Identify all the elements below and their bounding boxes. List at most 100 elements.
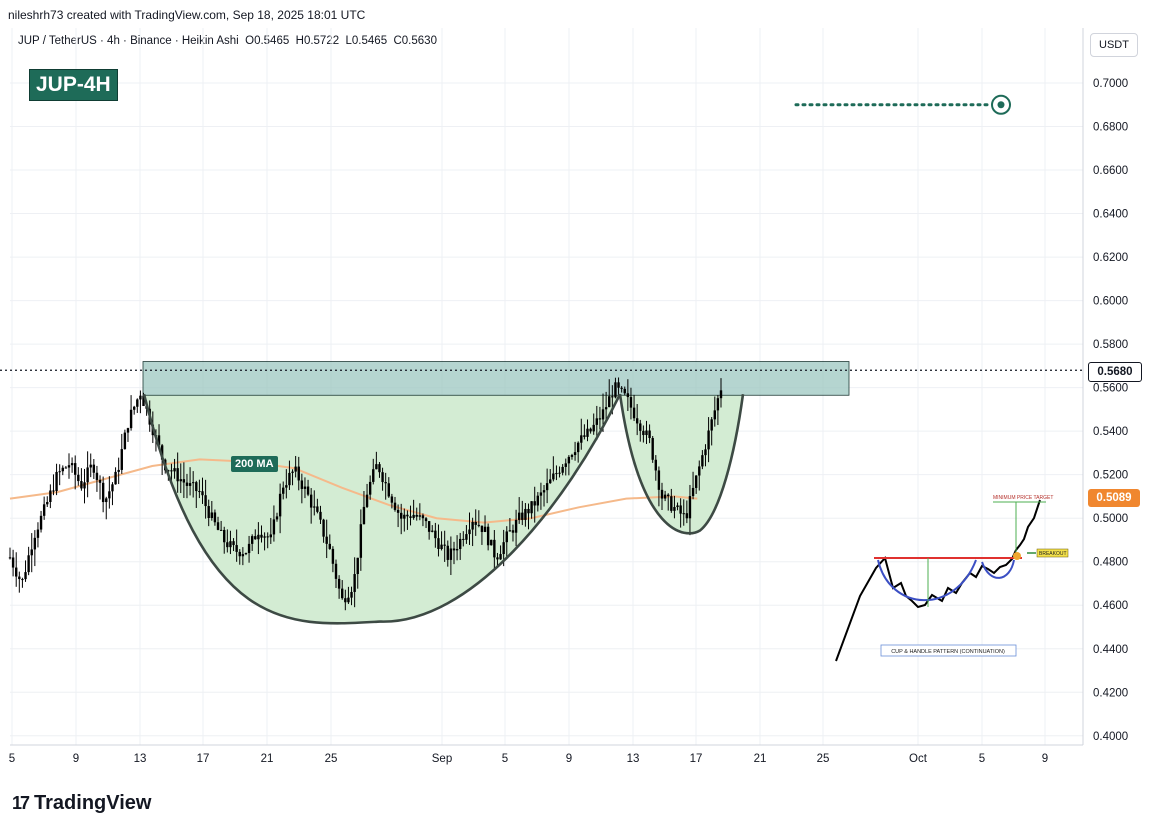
candle-body (592, 424, 595, 432)
candle-body (257, 534, 260, 540)
candle-body (427, 521, 431, 532)
candle-body (126, 428, 130, 433)
y-tick-label-9: 0.5200 (1093, 470, 1128, 482)
candle-body (260, 534, 263, 538)
candle-body (356, 557, 359, 575)
candle-body (400, 512, 403, 519)
x-tick-label-15: 9 (1042, 753, 1048, 765)
candle-body (254, 536, 257, 540)
candle-body (698, 466, 701, 476)
candle-body (667, 494, 670, 497)
candle-body (344, 598, 347, 603)
candle-body (514, 519, 518, 533)
candle-body (139, 395, 142, 400)
tradingview-logo-icon: 17 (12, 793, 30, 813)
candle-body (533, 501, 536, 506)
y-tick-label-0: 0.7000 (1093, 78, 1128, 90)
candle-body (229, 541, 232, 548)
candle-body (524, 508, 527, 520)
tradingview-logo[interactable]: 17 TradingView (12, 792, 151, 815)
candle-body (490, 539, 493, 546)
candle-body (170, 470, 173, 472)
candle-body (552, 473, 555, 480)
tradingview-logo-text: TradingView (34, 792, 152, 814)
chart-grid (10, 28, 1083, 745)
ma-200-label: 200 MA (231, 456, 278, 472)
candle-body (393, 502, 397, 510)
y-tick-label-8: 0.5400 (1093, 426, 1128, 438)
candle-body (421, 515, 425, 519)
candle-body (580, 435, 583, 443)
candle-body (707, 430, 710, 450)
candle-body (226, 542, 229, 548)
y-tick-label-4: 0.6200 (1093, 252, 1128, 264)
candle-body (269, 534, 273, 538)
candle-body (98, 479, 102, 483)
ma-price-tag: 0.5089 (1088, 489, 1140, 507)
y-tick-label-15: 0.4000 (1093, 731, 1128, 743)
candle-body (89, 464, 92, 468)
candle-body (306, 486, 310, 495)
candle-body (313, 506, 316, 508)
candle-body (136, 399, 139, 407)
candle-body (247, 543, 251, 554)
currency-selector-button[interactable]: USDT (1090, 33, 1138, 57)
candle-body (67, 465, 71, 468)
candle-body (635, 418, 639, 424)
candle-body (663, 494, 667, 499)
candle-body (465, 534, 468, 540)
candle-body (70, 463, 74, 466)
candle-body (496, 557, 499, 560)
candle-body (480, 525, 484, 532)
x-tick-label-12: 25 (817, 753, 830, 765)
x-tick-label-7: 5 (502, 753, 508, 765)
candle-body (598, 418, 602, 420)
candle-body (701, 455, 704, 467)
candle-body (80, 481, 83, 489)
candle-body (555, 473, 558, 475)
candle-body (291, 471, 294, 473)
candle-body (679, 505, 682, 514)
candle-body (27, 555, 30, 573)
pair-timeframe-badge: JUP-4H (29, 69, 118, 101)
candle-body (120, 449, 123, 470)
candle-body (278, 493, 282, 517)
candle-body (539, 492, 543, 496)
candle-body (415, 514, 418, 517)
y-tick-label-12: 0.4600 (1093, 600, 1128, 612)
candle-body (387, 483, 390, 497)
candle-body (521, 512, 524, 520)
candle-body (337, 578, 341, 589)
candle-body (440, 544, 443, 550)
candle-body (198, 491, 201, 493)
x-tick-label-4: 21 (261, 753, 274, 765)
candle-body (719, 390, 723, 399)
x-tick-label-14: 5 (979, 753, 985, 765)
candle-body (508, 530, 512, 532)
candle-body (179, 479, 182, 482)
candle-body (8, 557, 12, 559)
y-tick-label-7: 0.5600 (1093, 383, 1128, 395)
candle-body (468, 529, 471, 535)
handle-curve (618, 393, 745, 535)
candle-body (235, 545, 238, 552)
candle-body (431, 530, 434, 532)
candle-body (241, 554, 245, 557)
candle-body (608, 396, 611, 408)
candle-body (210, 512, 214, 519)
candle-body (36, 529, 40, 538)
candle-body (129, 409, 133, 429)
candle-body (365, 494, 369, 507)
candle-body (325, 536, 328, 544)
candle-body (713, 410, 716, 420)
symbol-legend[interactable]: JUP / TetherUS · 4h · Binance · Heikin A… (18, 35, 437, 47)
candle-body (443, 544, 446, 546)
candle-body (272, 519, 276, 535)
candle-body (49, 490, 52, 503)
x-tick-label-13: Oct (909, 753, 928, 765)
ohlc-close: C0.5630 (393, 35, 437, 47)
candle-body (558, 472, 561, 474)
candle-body (688, 496, 692, 519)
x-tick-label-2: 13 (134, 753, 147, 765)
